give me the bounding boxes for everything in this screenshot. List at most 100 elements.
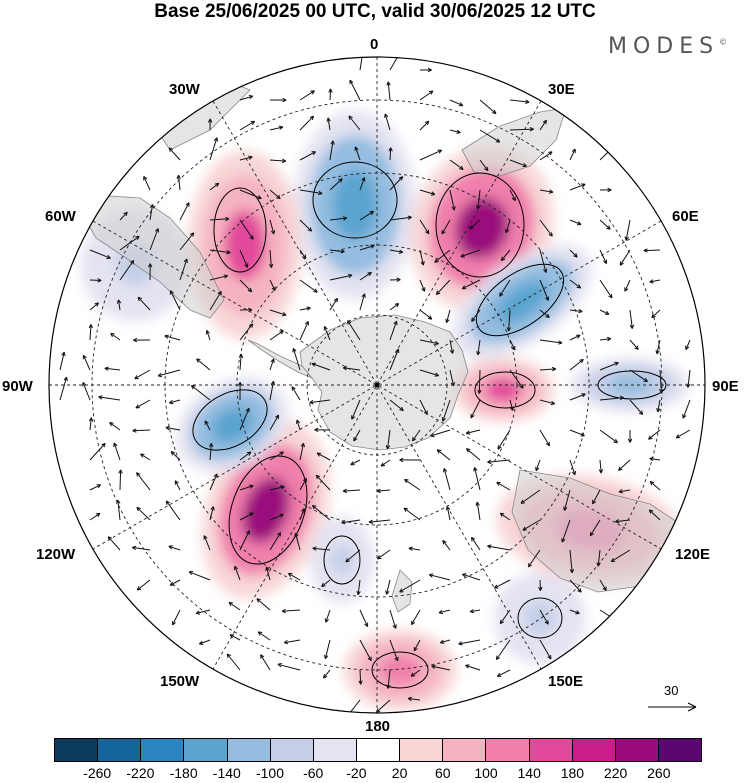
wind-arrow [359, 245, 375, 251]
wind-arrow [509, 399, 514, 411]
wind-arrow-head [456, 129, 461, 134]
wind-arrow [569, 334, 581, 341]
wind-arrow-head [476, 205, 481, 210]
wind-arrow [629, 369, 648, 383]
wind-arrow [434, 249, 451, 263]
wind-arrow-head [279, 330, 284, 335]
wind-arrow-head [458, 641, 463, 646]
wind-arrow-head [198, 640, 204, 645]
wind-arrow-head [427, 315, 433, 320]
wind-arrow-head [519, 384, 524, 389]
wind-arrow [226, 653, 241, 671]
wind-arrow [446, 309, 451, 323]
wind-arrow-head [98, 395, 103, 400]
wind-arrow [436, 279, 451, 295]
wind-arrow [500, 512, 511, 521]
wind-arrow [239, 279, 253, 293]
wind-arrow-head [368, 519, 373, 524]
wind-arrow-head [495, 655, 501, 661]
wind-arrow-head [475, 501, 480, 507]
wind-arrow-head [340, 249, 345, 254]
wind-arrow [329, 217, 347, 221]
graticule [49, 57, 705, 713]
wind-arrow [269, 249, 272, 268]
contour-line [228, 455, 308, 565]
wind-arrow [239, 354, 242, 371]
antarctica-land [299, 314, 469, 451]
wind-arrow-head [291, 386, 296, 391]
contour-line [475, 263, 565, 337]
wind-arrow-head [386, 81, 391, 86]
wind-arrow-head [135, 404, 140, 409]
wind-arrow [228, 601, 241, 611]
wind-arrow [470, 609, 481, 613]
wind-arrow-head [143, 176, 148, 181]
wind-arrow-head [283, 639, 289, 645]
colorbar-tick-label: -100 [255, 765, 285, 781]
wind-arrow-head [309, 115, 315, 121]
wind-arrow [657, 399, 661, 412]
wind-arrow-head [279, 451, 284, 456]
wind-arrow [449, 129, 461, 134]
wind-arrow-head [342, 216, 348, 221]
wind-arrow [399, 579, 421, 593]
wind-arrow-head [245, 530, 250, 535]
wind-arrow [539, 151, 553, 161]
wind-arrow-head [425, 229, 430, 235]
wind-arrow-head [207, 118, 213, 123]
colorbar [54, 738, 702, 762]
wind-arrow [169, 579, 181, 586]
longitude-label-30e: 30E [548, 81, 575, 98]
wind-arrow-head [265, 566, 270, 571]
wind-arrow [132, 546, 151, 551]
wind-arrow-head [686, 383, 691, 388]
wind-arrow-head [257, 195, 262, 200]
colorbar-ticks: -260 -220 -180 -140 -100 -60 -20 20 60 100 140 180 2… [54, 765, 702, 783]
meridian [212, 100, 542, 670]
wind-arrow [643, 249, 661, 252]
wind-arrow [269, 414, 280, 431]
wind-arrow [539, 339, 563, 344]
wind-arrow-head [431, 664, 436, 669]
wind-arrow-head [316, 452, 322, 457]
wind-arrow-head [104, 366, 109, 371]
colorbar-tick-label: -140 [212, 765, 241, 781]
wind-arrow-head [132, 428, 137, 433]
wind-arrow [599, 579, 607, 591]
wind-arrow-head [469, 608, 475, 614]
wind-arrow [539, 219, 553, 237]
wind-arrow [431, 665, 451, 671]
wind-arrow [449, 369, 455, 387]
wind-arrow [599, 459, 602, 474]
wind-arrow-head [388, 147, 393, 152]
wind-arrow [292, 348, 301, 371]
wind-arrow-head [576, 334, 581, 339]
wind-arrow-head [94, 302, 99, 307]
wind-arrow-head [364, 622, 369, 627]
wind-arrow [119, 235, 140, 251]
wind-arrow [443, 468, 451, 491]
wind-arrow [203, 535, 211, 551]
wind-arrow-head [314, 427, 319, 433]
colorbar-swatch [486, 739, 530, 761]
wind-arrow-head [367, 656, 372, 662]
wind-arrow [675, 429, 691, 439]
colorbar-swatch [141, 739, 185, 761]
colorbar-tick-label: 220 [603, 765, 628, 781]
wind-arrow-head [350, 461, 355, 466]
wind-arrow [277, 663, 301, 671]
longitude-label-60e: 60E [672, 208, 699, 225]
wind-arrow [269, 126, 284, 131]
wind-arrow-head [226, 249, 231, 255]
meridian [92, 220, 662, 550]
wind-arrow-head [245, 407, 250, 413]
wind-arrow-head [118, 469, 123, 474]
wind-arrow [299, 219, 312, 232]
wind-arrow [471, 309, 481, 322]
wind-arrow [563, 489, 571, 511]
longitude-label-30w: 30W [169, 81, 200, 98]
wind-arrow [345, 549, 361, 563]
wind-arrow-head [592, 499, 597, 505]
wind-arrow [624, 279, 631, 292]
wind-arrow [509, 369, 524, 389]
